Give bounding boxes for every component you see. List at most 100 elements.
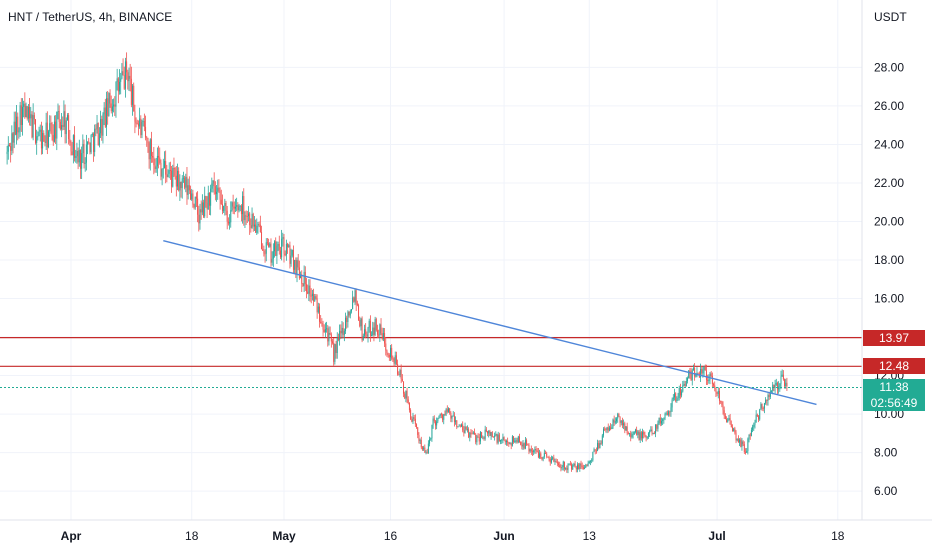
candle-body [172, 167, 174, 187]
candle-body [520, 442, 522, 445]
candle-body [274, 241, 276, 252]
candle-body [554, 461, 556, 462]
candle-body [543, 453, 545, 457]
candle-body [232, 202, 234, 207]
candle-body [341, 327, 343, 334]
candle-body [735, 432, 737, 441]
candle-body [498, 434, 500, 442]
candle-body [307, 291, 309, 294]
candle-body [449, 408, 451, 414]
trendline[interactable] [163, 240, 817, 406]
candle-body [443, 414, 445, 420]
candle-body [195, 196, 197, 199]
candle-body [430, 438, 432, 440]
candle-body [733, 428, 735, 432]
candle-body [167, 173, 169, 178]
candle-body [678, 387, 680, 398]
candle-body [61, 125, 63, 130]
candle-body [584, 467, 586, 469]
candle-body [379, 324, 381, 336]
candle-body [540, 453, 542, 459]
candle-body [371, 334, 373, 336]
candle-body [35, 119, 36, 143]
candle-body [368, 320, 370, 328]
candle-body [104, 107, 106, 127]
candle-body [624, 423, 626, 431]
candle-body [255, 224, 257, 233]
candle-body [174, 168, 176, 176]
candle-body [766, 399, 768, 401]
candle-body [302, 283, 304, 287]
candle-body [662, 419, 664, 422]
candle-body [748, 434, 750, 439]
candle-body [230, 210, 232, 223]
candle-body [743, 444, 745, 452]
candle-body [734, 428, 736, 433]
candle-body [162, 168, 164, 170]
candle-body [445, 409, 447, 415]
candle-body [600, 443, 602, 445]
candle-body [763, 403, 765, 409]
candle-body [780, 376, 782, 384]
candle-body [726, 418, 728, 423]
candle-body [169, 170, 171, 171]
candle-body [771, 390, 773, 392]
candle-body [653, 433, 655, 434]
candle-body [406, 390, 408, 400]
time-axis[interactable]: Apr 18 May 16 Jun 13 Jul 18 [61, 529, 845, 543]
candle-body [27, 106, 29, 119]
candle-body [716, 392, 718, 395]
candle-body [136, 123, 138, 125]
candle-body [666, 413, 668, 415]
candle-body [533, 450, 535, 453]
candle-body [350, 309, 352, 312]
candle-body [319, 306, 320, 322]
candle-body [26, 106, 28, 119]
x-tick-label: 18 [831, 529, 845, 543]
candle-body [762, 408, 764, 409]
candle-body [647, 433, 649, 437]
candle-body [246, 216, 248, 217]
candle-body [374, 319, 376, 335]
candle-body [233, 206, 235, 209]
candle-body [78, 150, 80, 163]
candle-body [272, 251, 274, 259]
candle-body [69, 139, 71, 143]
candle-body [311, 293, 313, 296]
candle-body [403, 381, 405, 394]
x-tick-label: May [272, 529, 296, 543]
candle-body [466, 429, 468, 431]
candle-body [569, 463, 571, 465]
candle-body [507, 440, 509, 443]
candle-body [77, 150, 79, 163]
candle-body [444, 414, 446, 415]
candle-body [284, 253, 286, 256]
candle-body [223, 205, 225, 211]
candle-body [401, 378, 403, 382]
candle-body [413, 417, 415, 419]
candle-body [287, 244, 289, 248]
candle-body [152, 156, 154, 158]
candle-body [224, 202, 226, 206]
candle-body [497, 434, 499, 443]
candle-body [756, 414, 758, 417]
candle-body [759, 409, 761, 420]
candle-body [49, 123, 51, 132]
candle-body [290, 255, 292, 264]
candle-body [40, 129, 42, 149]
candle-body [456, 420, 458, 427]
candle-body [192, 193, 194, 205]
candle-body [72, 135, 74, 156]
candle-body [416, 424, 418, 428]
candle-body [429, 439, 431, 444]
candle-body [599, 443, 601, 448]
y-tick-label: 28.00 [874, 60, 904, 74]
candle-body [610, 427, 612, 429]
candle-body [758, 416, 760, 420]
candle-body [270, 243, 272, 263]
candle-body [740, 439, 742, 447]
candle-body [461, 424, 462, 427]
candle-body [226, 210, 228, 222]
candle-body [604, 428, 606, 430]
